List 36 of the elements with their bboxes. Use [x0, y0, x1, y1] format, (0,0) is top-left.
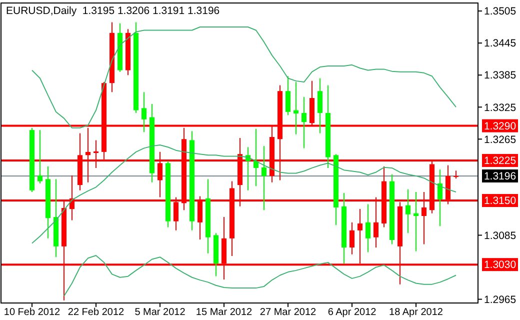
x-tick-label: 15 Mar 2012 [196, 307, 253, 318]
y-tick-label: 1.3505 [484, 6, 516, 18]
ref-line-label: 1.3030 [484, 259, 516, 272]
line-series [64, 254, 456, 297]
ref-line-label: 1.3150 [484, 195, 516, 208]
y-tick-label: 1.3265 [484, 134, 516, 146]
candlestick [302, 96, 306, 149]
candlestick [318, 78, 322, 134]
candlestick [406, 188, 410, 234]
y-tick-label: 1.2965 [484, 294, 516, 306]
candlestick [350, 222, 354, 255]
y-tick-label: 1.3385 [484, 70, 516, 82]
line-series [32, 26, 456, 128]
x-tick-label: 18 Apr 2012 [389, 307, 444, 318]
ref-line-label: 1.3290 [484, 120, 516, 132]
x-tick-label: 10 Feb 2012 [4, 307, 61, 318]
candlestick [366, 204, 370, 253]
y-tick-label: 1.3445 [484, 38, 516, 50]
x-tick-label: 27 Mar 2012 [260, 307, 317, 318]
ref-line-label: 1.3225 [484, 155, 516, 168]
x-tick-label: 6 Apr 2012 [328, 307, 377, 318]
chart-title: EURUSD,Daily 1.3195 1.3206 1.3191 1.3196 [6, 5, 220, 17]
candlestick [38, 130, 42, 184]
candlestick [254, 128, 258, 187]
x-tick-label: 22 Feb 2012 [68, 307, 125, 318]
x-tick-label: 5 Mar 2012 [134, 307, 186, 318]
line-series [32, 144, 456, 244]
candlestick [262, 146, 266, 211]
candlestick [142, 92, 146, 133]
y-tick-label: 1.3085 [484, 230, 516, 242]
candlestick [286, 76, 290, 116]
candlestick [414, 191, 418, 252]
y-tick-label: 1.3325 [484, 102, 516, 114]
candlestick [294, 82, 298, 135]
ref-line-label: 1.3196 [484, 170, 516, 183]
candlestick [438, 169, 442, 227]
